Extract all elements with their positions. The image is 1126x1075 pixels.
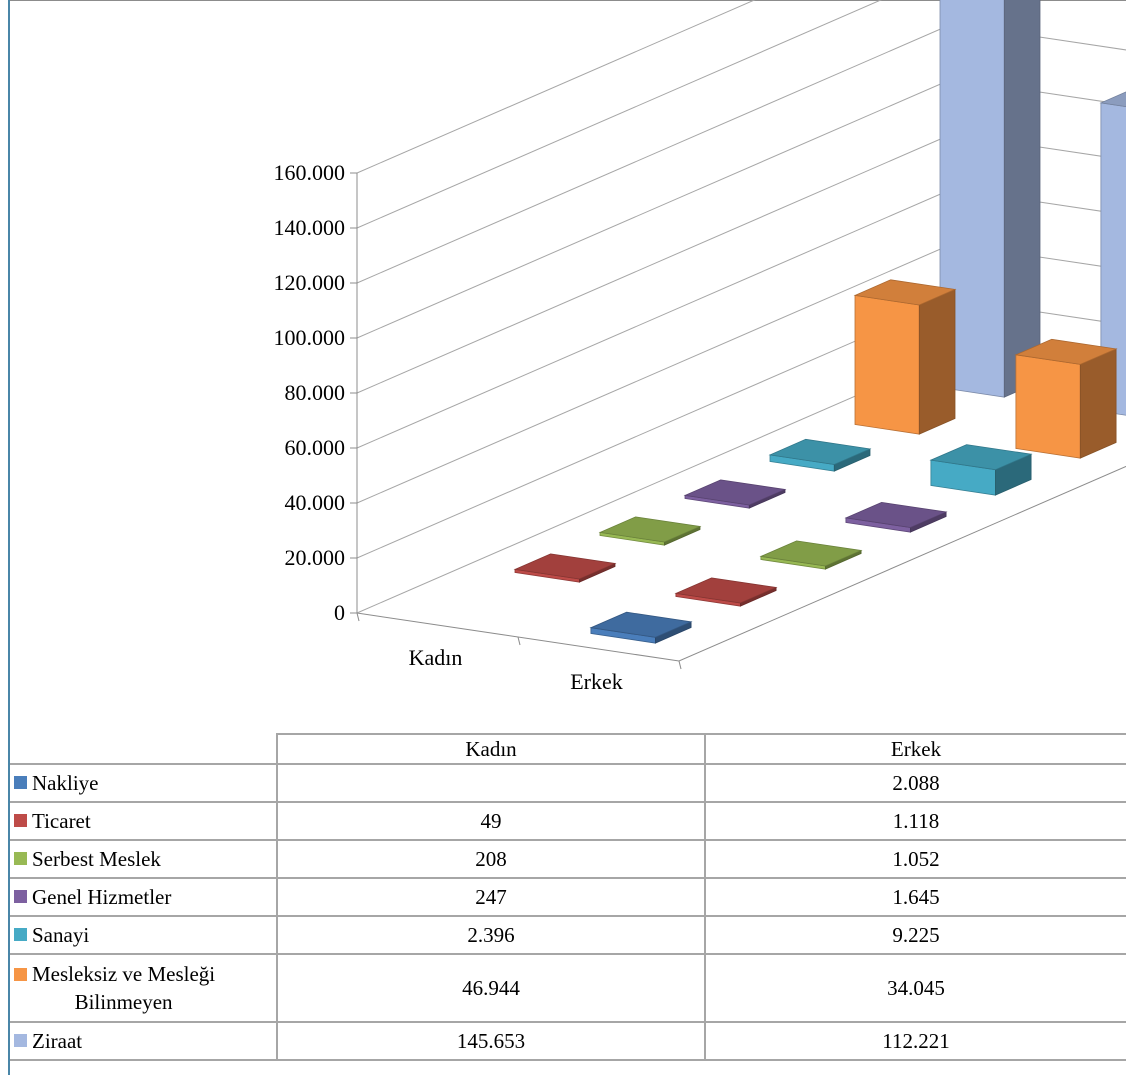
row-label-text: Serbest Meslek bbox=[32, 846, 161, 871]
gridline bbox=[356, 0, 756, 174]
bar-genel-hizmetler-erkek bbox=[844, 501, 948, 533]
chart-border-left bbox=[8, 0, 10, 1075]
row-label-text: Ziraat bbox=[32, 1028, 83, 1053]
bar-sanayi-erkek bbox=[929, 444, 1033, 496]
legend-key-icon bbox=[14, 814, 27, 828]
x-tick bbox=[517, 636, 521, 646]
row-label: Genel Hizmetler bbox=[10, 877, 278, 917]
header-corner bbox=[10, 734, 278, 765]
row-label: Nakliye bbox=[10, 763, 278, 803]
legend-key-icon bbox=[14, 890, 27, 904]
chart-walls bbox=[356, 465, 1126, 662]
row-label: Serbest Meslek bbox=[10, 839, 278, 879]
cell-erkek: 1.645 bbox=[704, 877, 1126, 917]
x-tick-label: Kadın bbox=[409, 645, 463, 670]
row-label: Ziraat bbox=[10, 1021, 278, 1061]
cell-erkek: 1.052 bbox=[704, 839, 1126, 879]
x-axis: Kadın Erkek bbox=[356, 612, 682, 694]
legend-key-icon bbox=[14, 1034, 27, 1048]
cell-erkek: 34.045 bbox=[704, 953, 1126, 1023]
row-label-text: Nakliye bbox=[32, 770, 99, 795]
row-label: Ticaret bbox=[10, 801, 278, 841]
cell-kadin: 247 bbox=[276, 877, 706, 917]
bar-ziraat-erkek bbox=[1099, 91, 1126, 416]
y-tick-label: 100.000 bbox=[274, 325, 346, 350]
cell-kadin: 145.653 bbox=[276, 1021, 706, 1061]
row-label: Sanayi bbox=[10, 915, 278, 955]
cell-erkek: 9.225 bbox=[704, 915, 1126, 955]
row-label: Mesleksiz ve Mesleği Bilinmeyen bbox=[10, 953, 278, 1023]
y-tick-label: 80.000 bbox=[285, 380, 346, 405]
row-label-text: Ticaret bbox=[32, 808, 91, 833]
y-tick-label: 160.000 bbox=[274, 160, 346, 185]
cell-kadin: 46.944 bbox=[276, 953, 706, 1023]
table-row: Serbest Meslek 208 1.052 bbox=[10, 839, 1126, 879]
y-axis: 0 20.000 40.000 60.000 80.000 100.000 120.000 1… bbox=[274, 160, 358, 625]
cell-kadin: 2.396 bbox=[276, 915, 706, 955]
data-table: Kadın Erkek Nakliye 2.088 Ticaret 49 1.1… bbox=[10, 733, 1126, 1061]
x-tick bbox=[356, 612, 360, 622]
cell-erkek: 2.088 bbox=[704, 763, 1126, 803]
legend-key-icon bbox=[14, 968, 27, 981]
table-row: Ticaret 49 1.118 bbox=[10, 801, 1126, 841]
bar-sanayi-kad-n bbox=[768, 438, 872, 472]
x-tick bbox=[678, 660, 682, 670]
table-row: Sanayi 2.396 9.225 bbox=[10, 915, 1126, 955]
data-table-header-row: Kadın Erkek bbox=[10, 733, 1126, 765]
cell-kadin: 49 bbox=[276, 801, 706, 841]
bar-serbest-meslek-kad-n bbox=[598, 516, 702, 546]
chart-3d-plot: 0 20.000 40.000 60.000 80.000 100.000 120.000 1… bbox=[274, 0, 1126, 694]
bar-mesleksiz-ve-mesle-i-bilinmeyen-kad-n bbox=[853, 279, 957, 435]
legend-key-icon bbox=[14, 852, 27, 866]
legend-key-icon bbox=[14, 776, 27, 790]
y-tick-label: 40.000 bbox=[285, 490, 346, 515]
bar-ziraat-kad-n bbox=[939, 0, 1041, 398]
cell-erkek: 1.118 bbox=[704, 801, 1126, 841]
table-row: Mesleksiz ve Mesleği Bilinmeyen 46.944 3… bbox=[10, 953, 1126, 1023]
gridline bbox=[356, 0, 883, 229]
cell-kadin: 208 bbox=[276, 839, 706, 879]
header-erkek: Erkek bbox=[704, 733, 1126, 765]
row-label-text-line1: Mesleksiz ve Mesleği bbox=[32, 962, 216, 986]
cell-erkek: 112.221 bbox=[704, 1021, 1126, 1061]
chart-bars bbox=[513, 0, 1126, 644]
legend-key-icon bbox=[14, 928, 27, 942]
table-row: Nakliye 2.088 bbox=[10, 763, 1126, 803]
bar-genel-hizmetler-kad-n bbox=[683, 479, 787, 509]
row-label-text: Sanayi bbox=[32, 922, 90, 947]
x-tick-label: Erkek bbox=[570, 669, 623, 694]
row-label-text-line2: Bilinmeyen bbox=[74, 990, 173, 1014]
header-kadin: Kadın bbox=[276, 733, 706, 765]
cell-kadin bbox=[276, 763, 706, 803]
chart-border-top bbox=[8, 0, 1126, 1]
row-label-text: Genel Hizmetler bbox=[32, 884, 172, 909]
y-tick-label: 0 bbox=[334, 600, 345, 625]
bar-ticaret-kad-n bbox=[513, 553, 617, 583]
y-tick-label: 120.000 bbox=[274, 270, 346, 295]
y-tick-label: 140.000 bbox=[274, 215, 346, 240]
y-tick-label: 60.000 bbox=[285, 435, 346, 460]
bar-mesleksiz-ve-mesle-i-bilinmeyen-erkek bbox=[1014, 338, 1118, 459]
table-row: Genel Hizmetler 247 1.645 bbox=[10, 877, 1126, 917]
table-row: Ziraat 145.653 112.221 bbox=[10, 1021, 1126, 1061]
bar-nakliye-erkek bbox=[589, 611, 693, 644]
y-tick-label: 20.000 bbox=[285, 545, 346, 570]
bar-ticaret-erkek bbox=[674, 577, 778, 607]
bar-serbest-meslek-erkek bbox=[759, 540, 863, 570]
floor-edge bbox=[356, 465, 1126, 662]
